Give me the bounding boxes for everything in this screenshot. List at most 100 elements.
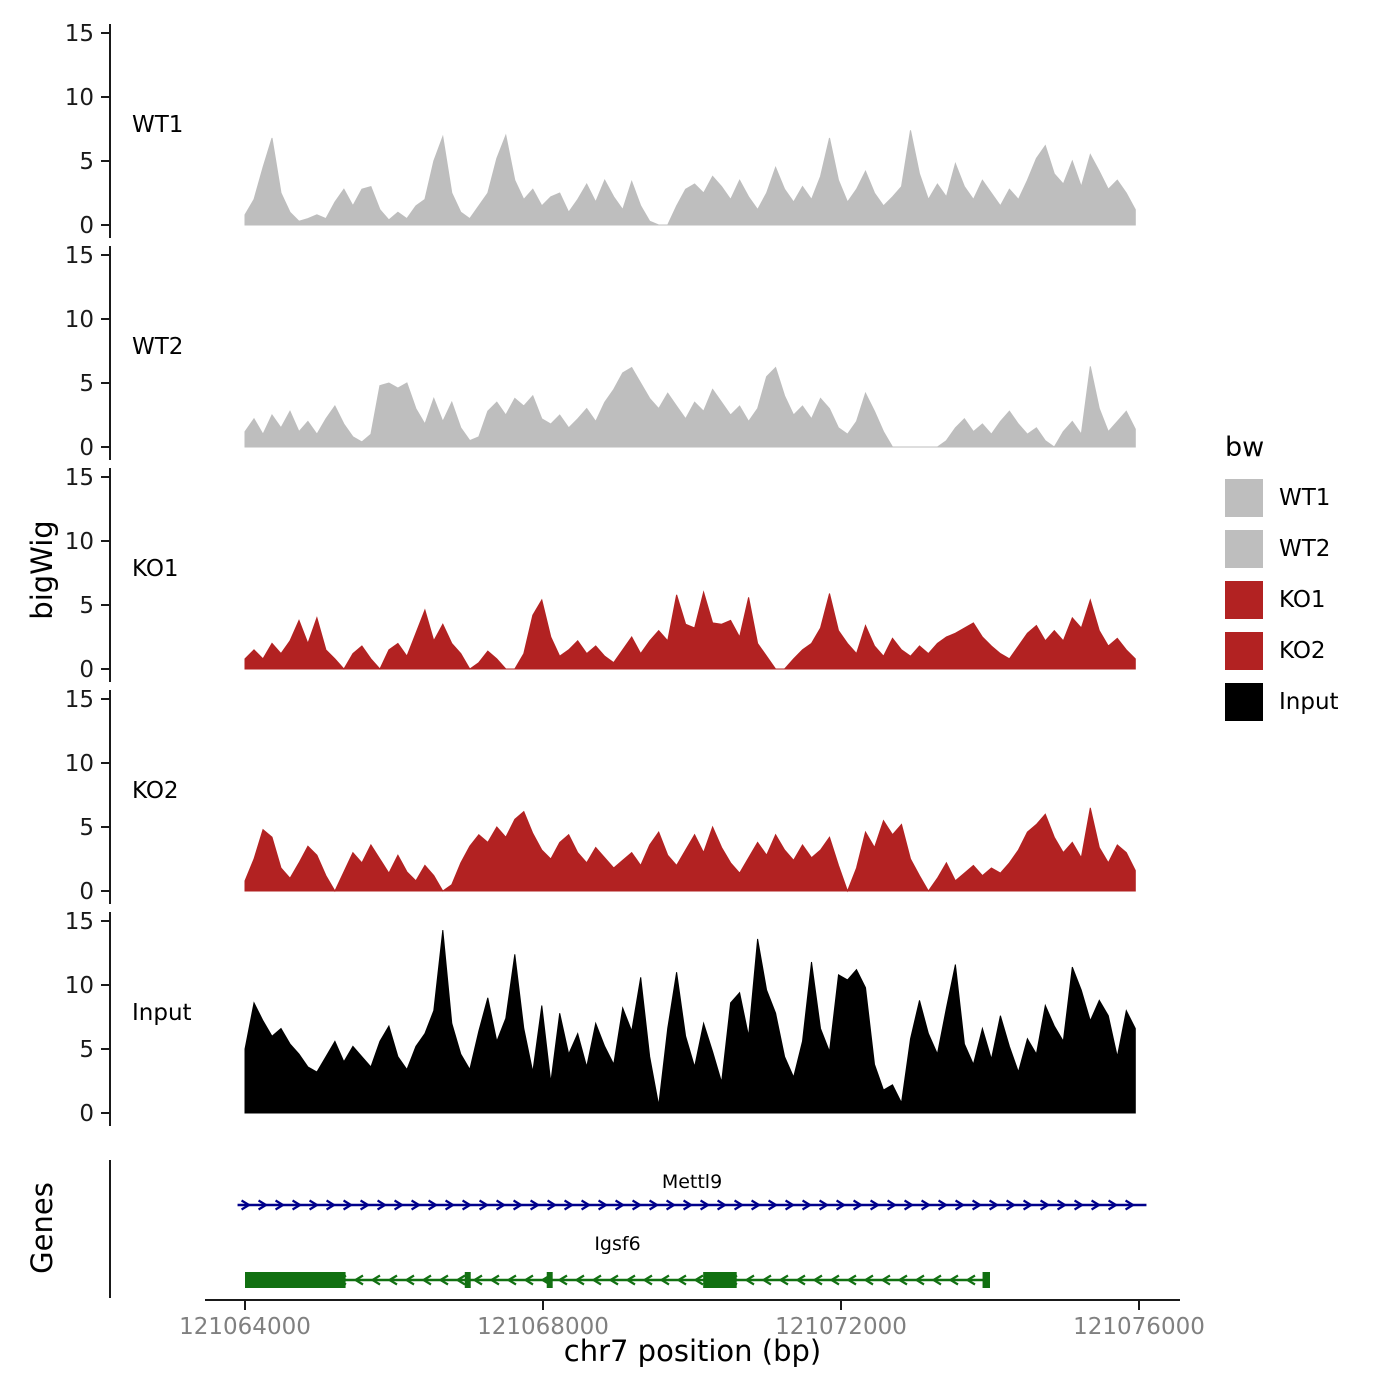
strand-arrow-icon bbox=[659, 1274, 670, 1286]
strand-arrow-icon bbox=[665, 1199, 677, 1211]
strand-arrow-icon bbox=[750, 1199, 762, 1211]
strand-arrow-icon bbox=[353, 1274, 364, 1286]
y-tick-label: 5 bbox=[79, 1037, 94, 1063]
strand-arrow-icon bbox=[291, 1199, 303, 1211]
strand-arrow-icon bbox=[1022, 1199, 1034, 1211]
track-label-ko2: KO2 bbox=[132, 778, 179, 804]
strand-arrow-icon bbox=[1107, 1199, 1119, 1211]
legend-swatch-ko2 bbox=[1225, 632, 1263, 670]
strand-arrow-icon bbox=[642, 1274, 653, 1286]
strand-arrow-icon bbox=[580, 1199, 592, 1211]
legend-swatch-input bbox=[1225, 683, 1263, 721]
x-tick-label: 121068000 bbox=[477, 1314, 609, 1340]
y-tick-label: 15 bbox=[65, 243, 94, 269]
strand-arrow-icon bbox=[625, 1274, 636, 1286]
y-tick-label: 10 bbox=[65, 529, 94, 555]
y-tick-label: 10 bbox=[65, 973, 94, 999]
strand-arrow-icon bbox=[512, 1199, 524, 1211]
legend-label: KO1 bbox=[1279, 587, 1326, 613]
legend-title: bw bbox=[1225, 432, 1265, 463]
strand-arrow-icon bbox=[342, 1199, 354, 1211]
strand-arrow-icon bbox=[1056, 1199, 1068, 1211]
strand-arrow-icon bbox=[880, 1274, 891, 1286]
strand-arrow-icon bbox=[523, 1274, 534, 1286]
strand-arrow-icon bbox=[914, 1274, 925, 1286]
legend-label: KO2 bbox=[1279, 638, 1326, 664]
strand-arrow-icon bbox=[591, 1274, 602, 1286]
strand-arrow-icon bbox=[846, 1274, 857, 1286]
x-tick-label: 121076000 bbox=[1073, 1314, 1205, 1340]
legend-label: WT2 bbox=[1279, 536, 1331, 562]
strand-arrow-icon bbox=[546, 1199, 558, 1211]
track-label-wt1: WT1 bbox=[132, 112, 183, 138]
area-ko2 bbox=[244, 807, 1136, 893]
gene-exon-igsf6 bbox=[546, 1272, 553, 1288]
legend-swatch-wt2 bbox=[1225, 530, 1263, 568]
strand-arrow-icon bbox=[631, 1199, 643, 1211]
strand-arrow-icon bbox=[699, 1199, 711, 1211]
strand-arrow-icon bbox=[937, 1199, 949, 1211]
strand-arrow-icon bbox=[438, 1274, 449, 1286]
y-tick-label: 0 bbox=[79, 435, 94, 461]
x-tick-label: 121072000 bbox=[775, 1314, 907, 1340]
strand-arrow-icon bbox=[886, 1199, 898, 1211]
strand-arrow-icon bbox=[427, 1199, 439, 1211]
y-tick-label: 0 bbox=[79, 1101, 94, 1127]
gene-label-igsf6: Igsf6 bbox=[594, 1233, 640, 1255]
strand-arrow-icon bbox=[682, 1199, 694, 1211]
strand-arrow-icon bbox=[988, 1199, 1000, 1211]
y-axis-title-bigwig: bigWig bbox=[25, 520, 59, 620]
track-label-ko1: KO1 bbox=[132, 556, 179, 582]
strand-arrow-icon bbox=[676, 1274, 687, 1286]
strand-arrow-icon bbox=[761, 1274, 772, 1286]
strand-arrow-icon bbox=[693, 1274, 704, 1286]
strand-arrow-icon bbox=[257, 1199, 269, 1211]
strand-arrow-icon bbox=[716, 1199, 728, 1211]
strand-arrow-icon bbox=[274, 1199, 286, 1211]
strand-arrow-icon bbox=[472, 1274, 483, 1286]
y-tick-label: 0 bbox=[79, 213, 94, 239]
track-label-input: Input bbox=[132, 1000, 192, 1026]
strand-arrow-icon bbox=[801, 1199, 813, 1211]
gene-exon-igsf6 bbox=[703, 1272, 737, 1288]
strand-arrow-icon bbox=[421, 1274, 432, 1286]
area-wt1 bbox=[244, 130, 1136, 226]
panel-wt1: 0 5 10 15 WT1 bbox=[60, 20, 1190, 242]
strand-arrow-icon bbox=[818, 1199, 830, 1211]
strand-arrow-icon bbox=[478, 1199, 490, 1211]
strand-arrow-icon bbox=[455, 1274, 466, 1286]
gene-exon-igsf6 bbox=[245, 1272, 346, 1288]
y-tick-label: 15 bbox=[65, 21, 94, 47]
strand-arrow-icon bbox=[835, 1199, 847, 1211]
y-tick-label: 5 bbox=[79, 149, 94, 175]
legend-item-wt2: WT2 bbox=[1225, 530, 1339, 568]
strand-arrow-icon bbox=[563, 1199, 575, 1211]
strand-arrow-icon bbox=[489, 1274, 500, 1286]
strand-arrow-icon bbox=[370, 1274, 381, 1286]
y-tick-label: 15 bbox=[65, 909, 94, 935]
strand-arrow-icon bbox=[1005, 1199, 1017, 1211]
strand-arrow-icon bbox=[614, 1199, 626, 1211]
x-axis-area: 121064000 121068000 121072000 121076000 bbox=[0, 1292, 1400, 1352]
strand-arrow-icon bbox=[784, 1199, 796, 1211]
panel-ko2: 0 5 10 15 KO2 bbox=[60, 686, 1190, 908]
y-tick-label: 5 bbox=[79, 371, 94, 397]
strand-arrow-icon bbox=[965, 1274, 976, 1286]
strand-arrow-icon bbox=[240, 1199, 252, 1211]
strand-arrow-icon bbox=[359, 1199, 371, 1211]
strand-arrow-icon bbox=[971, 1199, 983, 1211]
y-tick-label: 10 bbox=[65, 751, 94, 777]
strand-arrow-icon bbox=[903, 1199, 915, 1211]
panel-wt2: 0 5 10 15 WT2 bbox=[60, 242, 1190, 464]
y-tick-label: 0 bbox=[79, 657, 94, 683]
strand-arrow-icon bbox=[597, 1199, 609, 1211]
gene-exon-igsf6 bbox=[464, 1272, 471, 1288]
strand-arrow-icon bbox=[863, 1274, 874, 1286]
area-ko1 bbox=[244, 590, 1136, 670]
legend-item-input: Input bbox=[1225, 683, 1339, 721]
strand-arrow-icon bbox=[495, 1199, 507, 1211]
strand-arrow-icon bbox=[931, 1274, 942, 1286]
legend-item-ko1: KO1 bbox=[1225, 581, 1339, 619]
strand-arrow-icon bbox=[1073, 1199, 1085, 1211]
